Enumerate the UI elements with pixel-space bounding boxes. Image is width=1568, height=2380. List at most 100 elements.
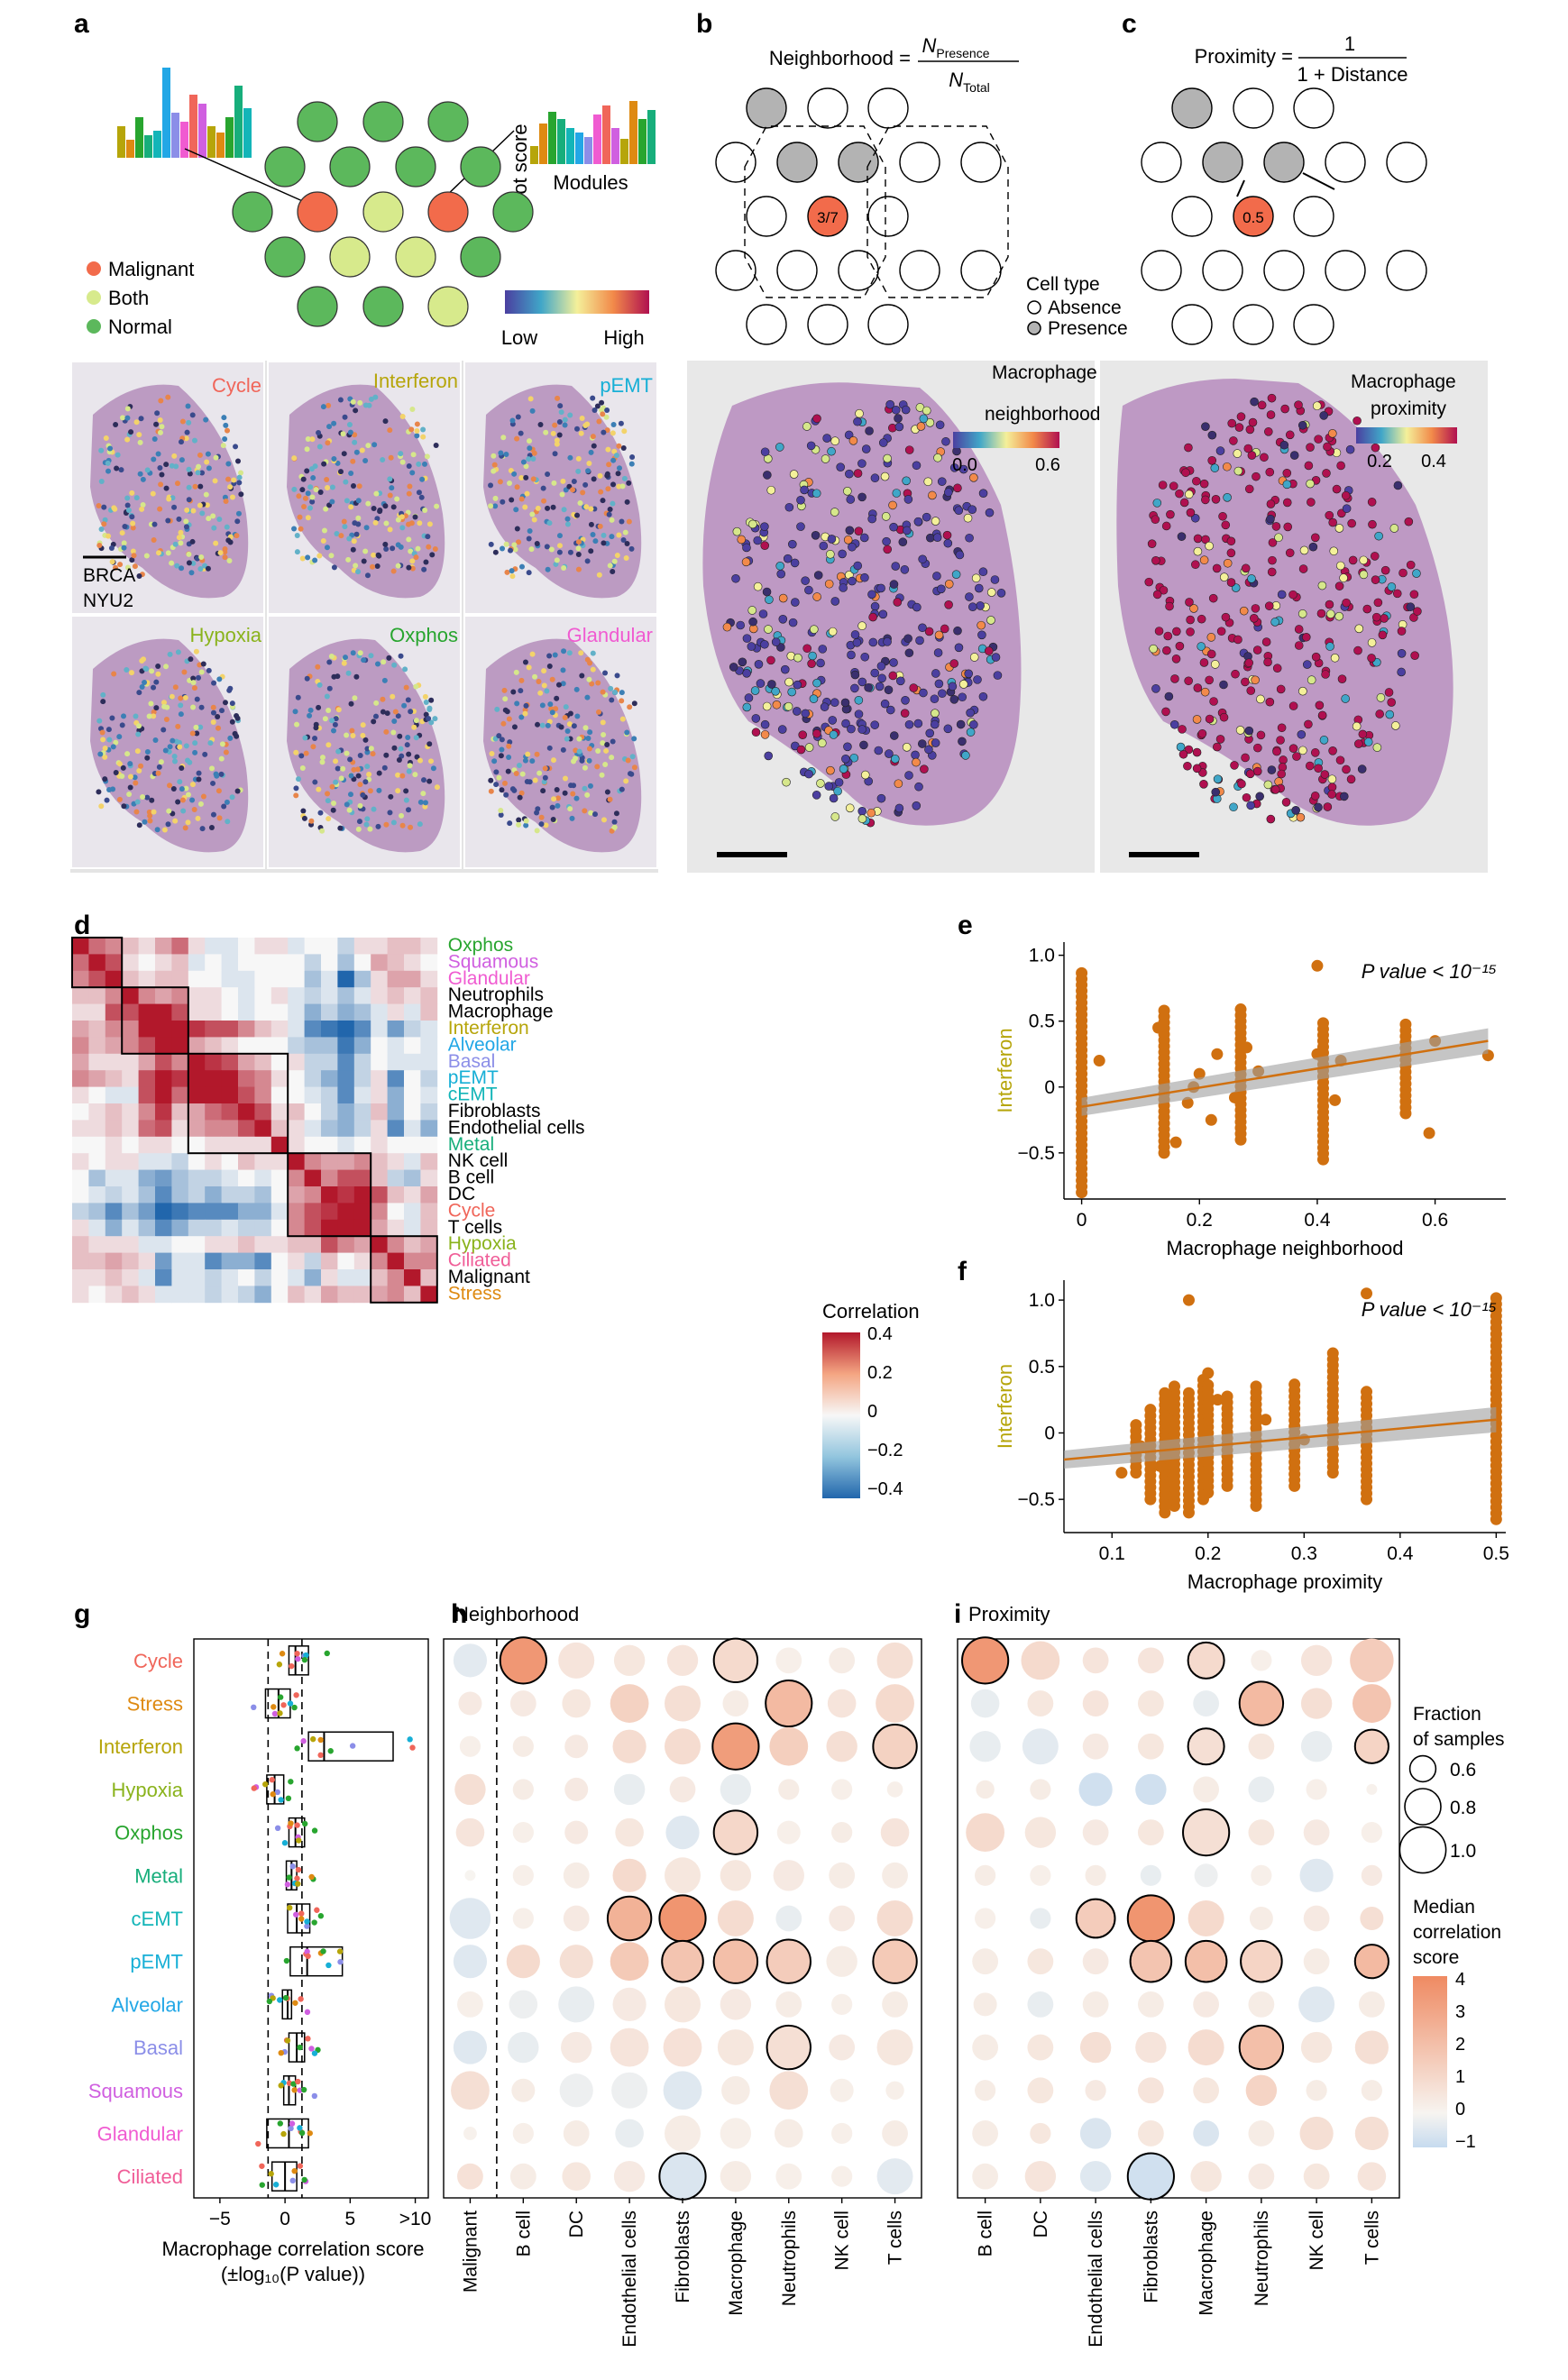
scatter-point bbox=[1130, 1419, 1142, 1432]
column-label: DC bbox=[566, 2211, 587, 2238]
heatmap-cell bbox=[171, 1203, 189, 1221]
tissue-spot bbox=[333, 716, 339, 722]
heatmap-cell bbox=[188, 1021, 206, 1038]
map-spot bbox=[1223, 462, 1232, 471]
tissue-spot bbox=[591, 407, 598, 413]
tissue-spot bbox=[502, 696, 509, 702]
map-spot bbox=[1197, 614, 1206, 624]
dotplot-circle bbox=[1126, 2152, 1175, 2201]
dotplot-circle bbox=[1137, 1647, 1164, 1674]
tissue-spot bbox=[489, 750, 495, 756]
tissue-spot bbox=[129, 557, 135, 563]
dotplot-circle bbox=[1300, 1644, 1333, 1677]
heatmap-cell bbox=[254, 1236, 272, 1253]
tissue-spot bbox=[584, 558, 591, 564]
heatmap-cell bbox=[138, 1103, 156, 1121]
map-spot bbox=[885, 749, 894, 758]
map-spot bbox=[1397, 627, 1407, 636]
dotplot-circle bbox=[711, 1722, 760, 1771]
dotplot-circle bbox=[1079, 2118, 1112, 2149]
tissue-spot bbox=[573, 426, 580, 432]
tissue-spot bbox=[404, 742, 410, 748]
dotplot-circle bbox=[1350, 1638, 1394, 1683]
tissue-spot bbox=[352, 695, 358, 701]
map-spot bbox=[902, 743, 912, 752]
map-spot bbox=[1267, 393, 1277, 403]
map-spot bbox=[1208, 593, 1218, 603]
tissue-spot bbox=[433, 443, 439, 449]
map-spot bbox=[1397, 667, 1406, 677]
tissue-spot bbox=[539, 702, 546, 709]
tissue-spot bbox=[157, 416, 163, 423]
heatmap-cell bbox=[420, 1086, 438, 1104]
heatmap-cell bbox=[288, 938, 305, 955]
tissue-spot bbox=[322, 716, 328, 722]
tissue-spot bbox=[365, 443, 371, 449]
map-spot bbox=[1270, 618, 1279, 627]
map-spot bbox=[889, 731, 899, 740]
map-spot bbox=[1233, 449, 1242, 458]
map-spot bbox=[843, 536, 853, 545]
tissue-spot bbox=[312, 736, 318, 742]
x-axis-label: Macrophage proximity bbox=[1187, 1570, 1382, 1593]
tissue-spot bbox=[582, 481, 589, 488]
heatmap-row-label: T cells bbox=[448, 1217, 502, 1238]
proximity-tissue bbox=[1116, 379, 1453, 826]
tissue-spot bbox=[206, 516, 212, 522]
tissue-spot bbox=[120, 415, 126, 421]
heatmap-cell bbox=[205, 1037, 222, 1055]
sample-dot bbox=[278, 2049, 284, 2056]
heatmap-cell bbox=[188, 1037, 206, 1055]
tissue-spot bbox=[388, 454, 394, 461]
spot-circle bbox=[460, 236, 501, 278]
tissue-spot bbox=[413, 735, 419, 741]
sample-dot bbox=[304, 1918, 310, 1925]
map-spot bbox=[1229, 802, 1238, 812]
tissue-spot bbox=[507, 820, 513, 827]
tissue-spot bbox=[546, 520, 553, 526]
panel-a-schematic: Spot score Modules Malignant Both Normal… bbox=[87, 68, 656, 349]
map-spot bbox=[934, 679, 944, 689]
heatmap-cell bbox=[271, 1003, 289, 1021]
map-spot bbox=[1314, 764, 1323, 774]
heatmap-cell bbox=[254, 1169, 272, 1187]
proximity-map-spots bbox=[1144, 393, 1422, 824]
tissue-spot bbox=[316, 786, 322, 792]
sample-dot bbox=[311, 1919, 317, 1926]
tissue-spot bbox=[603, 747, 610, 754]
p-value-annotation: P value < 10⁻¹⁵ bbox=[1362, 1298, 1497, 1321]
map-spot bbox=[922, 512, 931, 522]
map-spot bbox=[1341, 694, 1350, 703]
map-spot bbox=[1282, 480, 1292, 490]
map-spot bbox=[1252, 471, 1261, 481]
dotplot-circle bbox=[612, 1729, 646, 1763]
map-spot bbox=[827, 535, 837, 544]
dotplot-circle bbox=[564, 1735, 589, 1759]
dotplot-circle bbox=[1024, 2160, 1057, 2192]
tissue-spot bbox=[211, 680, 217, 686]
scale-low: Low bbox=[501, 326, 537, 349]
tissue-spot bbox=[180, 808, 187, 814]
map-spot bbox=[1410, 651, 1419, 660]
sample-dot bbox=[291, 1704, 298, 1711]
legend-malignant: Malignant bbox=[108, 258, 194, 280]
map-spot bbox=[1271, 522, 1281, 531]
tissue-spot bbox=[341, 660, 347, 666]
map-spot bbox=[935, 420, 945, 430]
tissue-spot bbox=[406, 536, 412, 543]
heatmap-cell bbox=[221, 1236, 239, 1253]
heatmap-cell bbox=[404, 1003, 421, 1021]
tissue-spot bbox=[99, 729, 105, 736]
map-spot bbox=[1245, 769, 1255, 779]
heatmap-cell bbox=[321, 1219, 338, 1237]
heatmap-cell bbox=[221, 970, 239, 988]
heatmap-cell bbox=[155, 1070, 172, 1087]
heatmap-cell bbox=[188, 1236, 206, 1253]
map-spot bbox=[966, 708, 975, 718]
sample-dot bbox=[287, 1700, 294, 1707]
tissue-spot bbox=[116, 761, 123, 767]
map-spot bbox=[913, 719, 923, 728]
tissue-spot bbox=[343, 654, 349, 661]
tissue-spot bbox=[399, 413, 406, 419]
tissue-spot bbox=[518, 688, 524, 694]
